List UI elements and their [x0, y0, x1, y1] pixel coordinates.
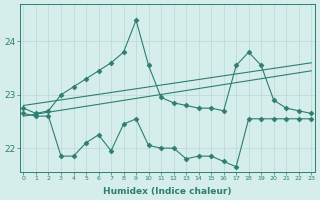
X-axis label: Humidex (Indice chaleur): Humidex (Indice chaleur) [103, 187, 232, 196]
